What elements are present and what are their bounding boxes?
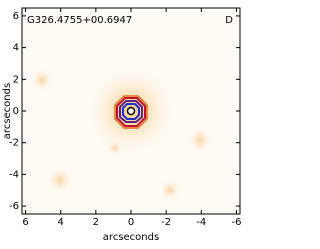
x-tick-label: 0 xyxy=(128,217,134,228)
y-axis-label: arcseconds xyxy=(2,83,13,139)
y-tick-label: 0 xyxy=(13,106,19,117)
emission-spot xyxy=(158,178,182,202)
x-tick-label: 4 xyxy=(57,217,63,228)
x-axis-label: arcseconds xyxy=(103,232,159,243)
image-layer xyxy=(22,8,240,214)
x-tick-label: -6 xyxy=(231,217,241,228)
contour xyxy=(114,95,148,129)
y-tick-label: -4 xyxy=(9,169,19,180)
contour xyxy=(119,100,143,123)
page: {"chart_data": {"type": "image", "title"… xyxy=(2,7,242,243)
x-tick-label: -4 xyxy=(196,217,206,228)
y-tick-label: 6 xyxy=(13,11,19,22)
emission-spot xyxy=(186,126,214,154)
peak xyxy=(126,106,136,116)
y-tick-label: 4 xyxy=(13,43,19,54)
emission-spot xyxy=(46,166,74,194)
contour xyxy=(116,97,146,127)
source-name: G326.4755+00.6947 xyxy=(27,15,132,26)
contour xyxy=(122,103,140,120)
emission-spot xyxy=(106,139,124,157)
x-tick-label: 6 xyxy=(22,217,28,228)
panel-label: D xyxy=(225,15,233,26)
x-tick-label: -2 xyxy=(161,217,171,228)
y-tick-label: 2 xyxy=(13,74,19,85)
y-tick-label: -2 xyxy=(9,138,19,149)
emission-spot xyxy=(30,68,54,92)
x-tick-label: 2 xyxy=(93,217,99,228)
y-tick-label: -6 xyxy=(9,201,19,212)
chart: G326.4755+00.6947 D arcseconds arcsecond… xyxy=(2,7,241,243)
